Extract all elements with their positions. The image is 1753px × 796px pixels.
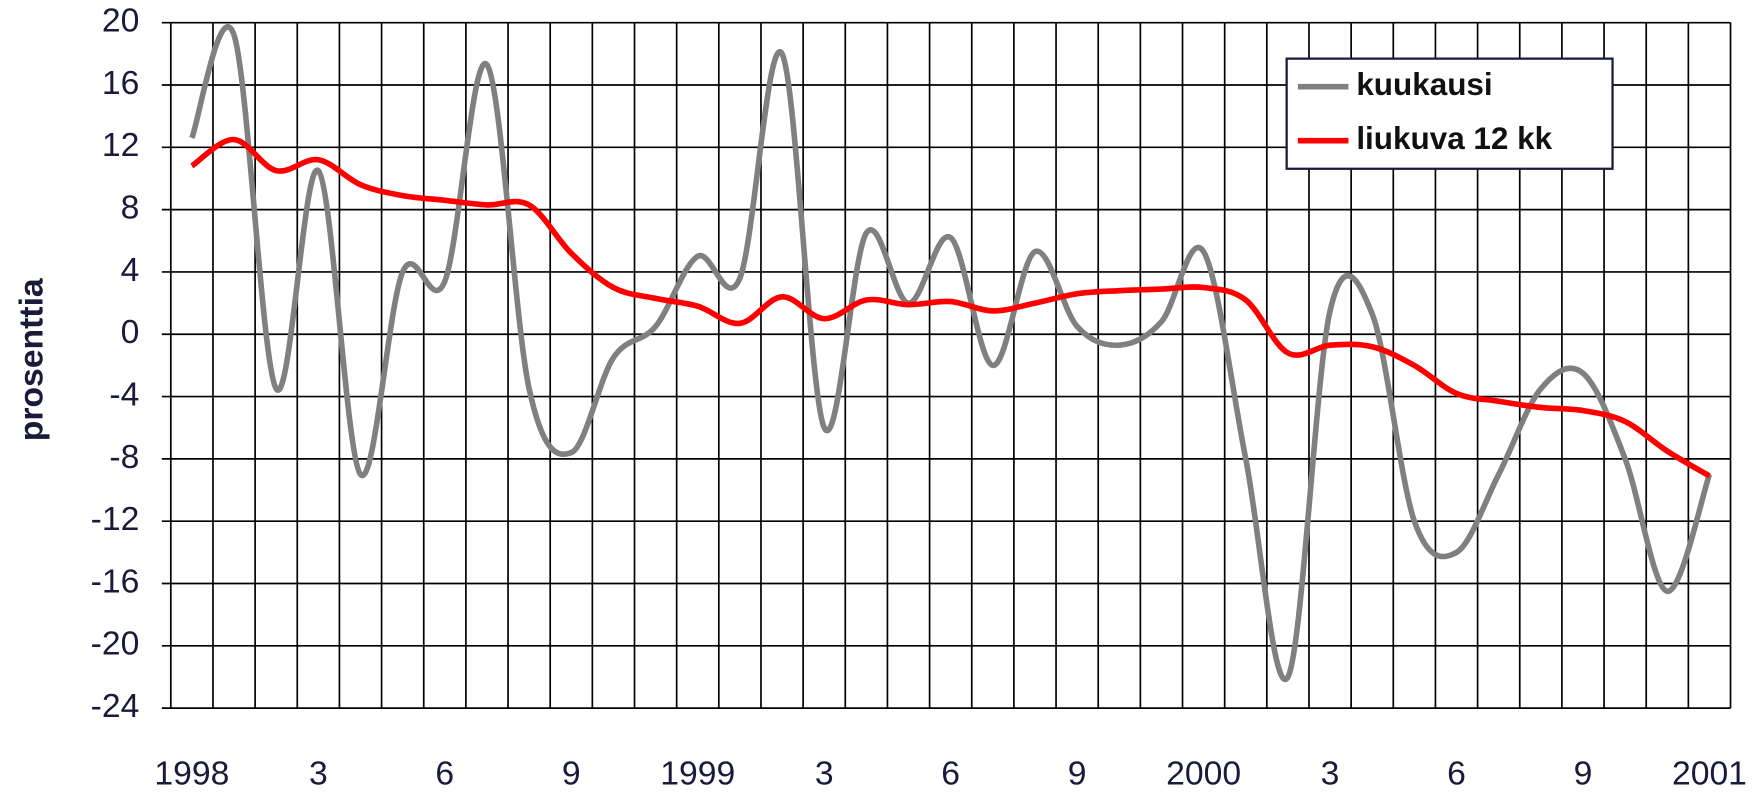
y-tick-label: 8 xyxy=(121,189,140,227)
x-tick-label: 3 xyxy=(1321,754,1340,792)
y-tick-label: -12 xyxy=(91,500,140,538)
legend-label: kuukausi xyxy=(1356,67,1492,102)
y-tick-label: 20 xyxy=(102,2,140,40)
x-tick-label: 9 xyxy=(562,754,581,792)
legend-label: liukuva 12 kk xyxy=(1356,121,1552,156)
series-line xyxy=(190,136,1711,479)
x-tick-label: 3 xyxy=(309,754,328,792)
x-tick-label: 1999 xyxy=(660,754,735,792)
y-tick-label: -16 xyxy=(91,562,140,600)
y-tick-label: -4 xyxy=(109,375,139,413)
x-tick-label: 3 xyxy=(815,754,834,792)
x-tick-label: 6 xyxy=(1447,754,1466,792)
y-tick-label: -8 xyxy=(109,438,139,476)
x-tick-label: 1998 xyxy=(154,754,229,792)
y-tick-label: 16 xyxy=(102,64,140,102)
y-axis-label: prosenttia xyxy=(13,278,51,441)
x-tick-label: 2000 xyxy=(1166,754,1241,792)
y-tick-label: -20 xyxy=(91,625,140,663)
x-tick-label: 2001 xyxy=(1672,754,1747,792)
series-line xyxy=(189,23,1713,683)
x-tick-label: 9 xyxy=(1068,754,1087,792)
x-tick-label: 6 xyxy=(435,754,454,792)
y-tick-label: 12 xyxy=(102,126,140,164)
y-tick-label: 0 xyxy=(121,313,140,351)
x-tick-label: 6 xyxy=(941,754,960,792)
legend-box xyxy=(1285,57,1614,170)
x-tick-label: 9 xyxy=(1574,754,1593,792)
y-tick-label: -24 xyxy=(91,687,140,725)
y-tick-label: 4 xyxy=(121,251,140,289)
